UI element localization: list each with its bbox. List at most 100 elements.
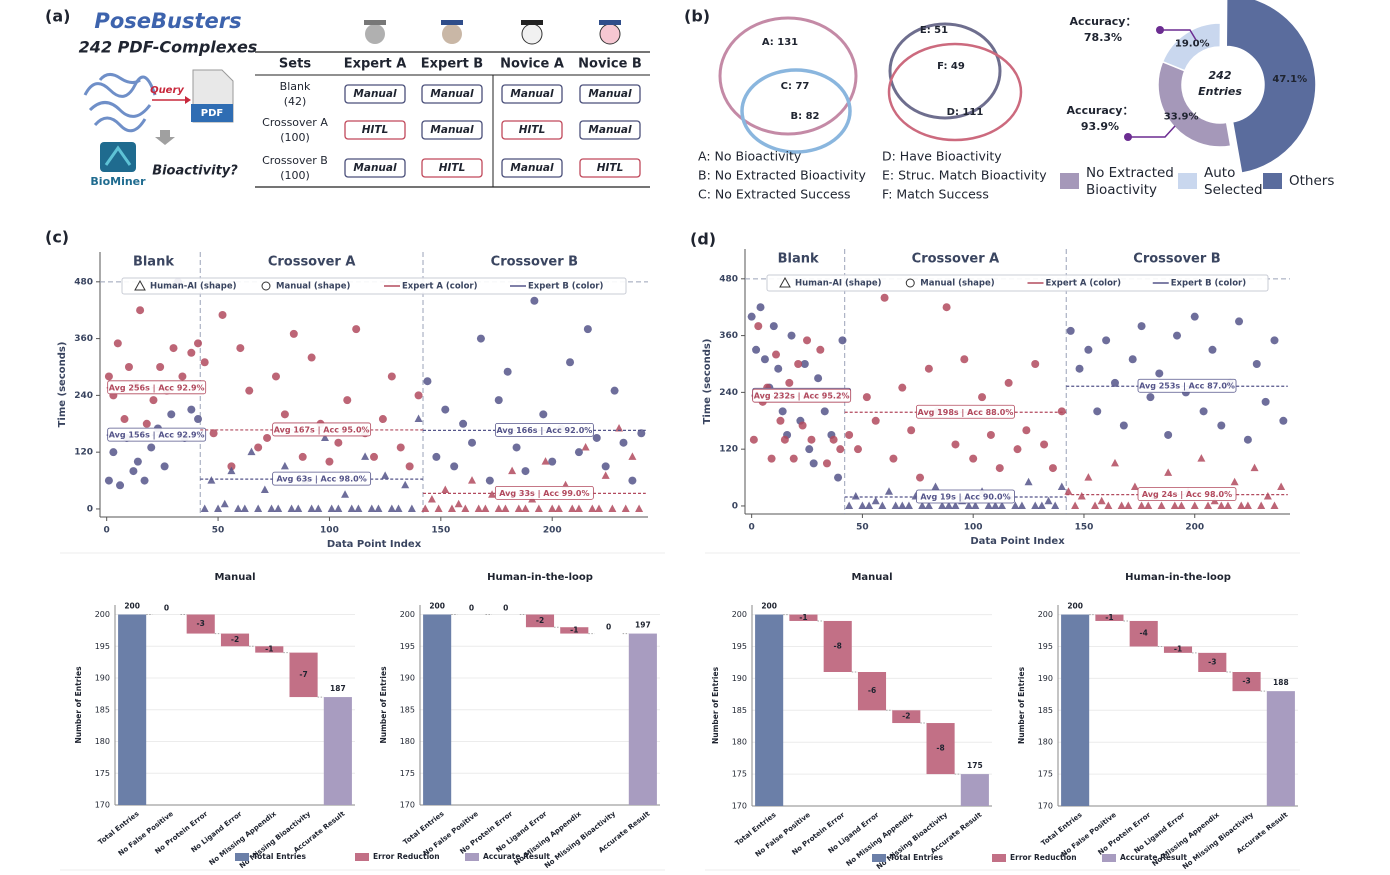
- point: [891, 501, 900, 509]
- point: [938, 501, 947, 509]
- legend-label: Expert A (color): [402, 282, 478, 292]
- point: [334, 504, 343, 512]
- point: [1277, 482, 1286, 491]
- point: [760, 355, 769, 364]
- point: [514, 504, 523, 512]
- point: [829, 435, 838, 444]
- point: [167, 410, 176, 419]
- point: [787, 331, 796, 340]
- point: [574, 448, 583, 457]
- point: [236, 344, 245, 353]
- point: [865, 501, 874, 509]
- point: [594, 504, 603, 512]
- point: [964, 501, 973, 509]
- point: [488, 490, 497, 498]
- bar: [1061, 614, 1090, 806]
- mode-label: Manual: [353, 162, 397, 174]
- point: [287, 504, 296, 512]
- value-label: 0: [606, 623, 611, 632]
- point: [1128, 355, 1137, 364]
- point: [986, 430, 995, 439]
- y-tick-label: 175: [95, 769, 110, 778]
- point: [534, 504, 543, 512]
- point: [280, 410, 289, 419]
- point: [800, 359, 809, 368]
- down-arrow: [155, 130, 175, 145]
- point: [1270, 501, 1279, 509]
- legend-symbol: [261, 281, 271, 291]
- bar: [857, 672, 887, 711]
- table-header: Novice A: [500, 57, 564, 72]
- legend-label: Accurate Result: [1120, 853, 1187, 862]
- legend-label: Total Entries: [890, 853, 944, 862]
- point: [1146, 393, 1155, 402]
- bar: [1198, 652, 1227, 672]
- point: [898, 383, 907, 392]
- point: [803, 336, 812, 345]
- venn-legend: B: No Extracted Bioactivity: [698, 168, 866, 183]
- point: [780, 435, 789, 444]
- point: [367, 504, 376, 512]
- point: [160, 462, 169, 471]
- point: [880, 293, 889, 302]
- point: [1057, 407, 1066, 416]
- point: [789, 454, 798, 463]
- point: [178, 372, 187, 381]
- point: [1110, 378, 1119, 387]
- y-tick-label: 185: [1038, 706, 1053, 715]
- mode-box: [579, 120, 641, 140]
- y-tick-label: 480: [719, 274, 738, 284]
- point: [468, 438, 477, 447]
- point: [142, 419, 151, 428]
- point: [838, 336, 847, 345]
- point: [820, 407, 829, 416]
- point: [1197, 454, 1206, 462]
- point: [441, 405, 450, 414]
- point: [836, 445, 845, 454]
- point: [776, 416, 785, 425]
- legend-label: Error Reduction: [1010, 853, 1077, 862]
- point: [1031, 359, 1040, 368]
- point: [1250, 463, 1259, 472]
- mode-label: HITL: [519, 124, 546, 136]
- point: [1024, 477, 1033, 486]
- bar: [289, 652, 318, 698]
- chart-title: Manual: [214, 572, 255, 583]
- legend-label: Human-AI (shape): [795, 279, 882, 289]
- value-label: -4: [1140, 629, 1148, 638]
- average-box: [272, 422, 372, 437]
- point: [474, 504, 483, 512]
- y-axis-label: Number of Entries: [1017, 666, 1026, 744]
- venn-set: [740, 68, 852, 154]
- legend-box: [121, 277, 627, 295]
- point: [809, 459, 818, 468]
- point: [260, 485, 269, 494]
- point: [608, 504, 617, 512]
- pdf-band: [191, 104, 233, 122]
- mode-label: Manual: [430, 88, 474, 100]
- point: [1252, 359, 1261, 368]
- point: [320, 433, 329, 441]
- point: [1031, 501, 1040, 509]
- point: [325, 457, 334, 466]
- legend-label: No Extracted Bioactivity: [1086, 165, 1178, 198]
- mode-box: [501, 84, 563, 104]
- x-tick-label: 150: [1075, 523, 1094, 533]
- point: [220, 499, 229, 508]
- person-icon: [521, 23, 543, 45]
- point: [407, 504, 416, 512]
- point: [378, 415, 387, 424]
- point: [916, 473, 925, 482]
- mode-label: HITL: [362, 124, 389, 136]
- point: [628, 452, 637, 460]
- y-tick-label: 195: [1038, 642, 1053, 651]
- point: [621, 504, 630, 512]
- query-arrow-head: [185, 96, 191, 104]
- x-tick-label: 150: [431, 526, 450, 536]
- value-label: -6: [868, 686, 876, 695]
- set-name: Crossover B: [262, 154, 328, 167]
- bar: [220, 633, 250, 647]
- panel-label: (a): [45, 7, 70, 26]
- pie-slice: [1225, 0, 1317, 175]
- y-tick-label: 190: [732, 674, 747, 683]
